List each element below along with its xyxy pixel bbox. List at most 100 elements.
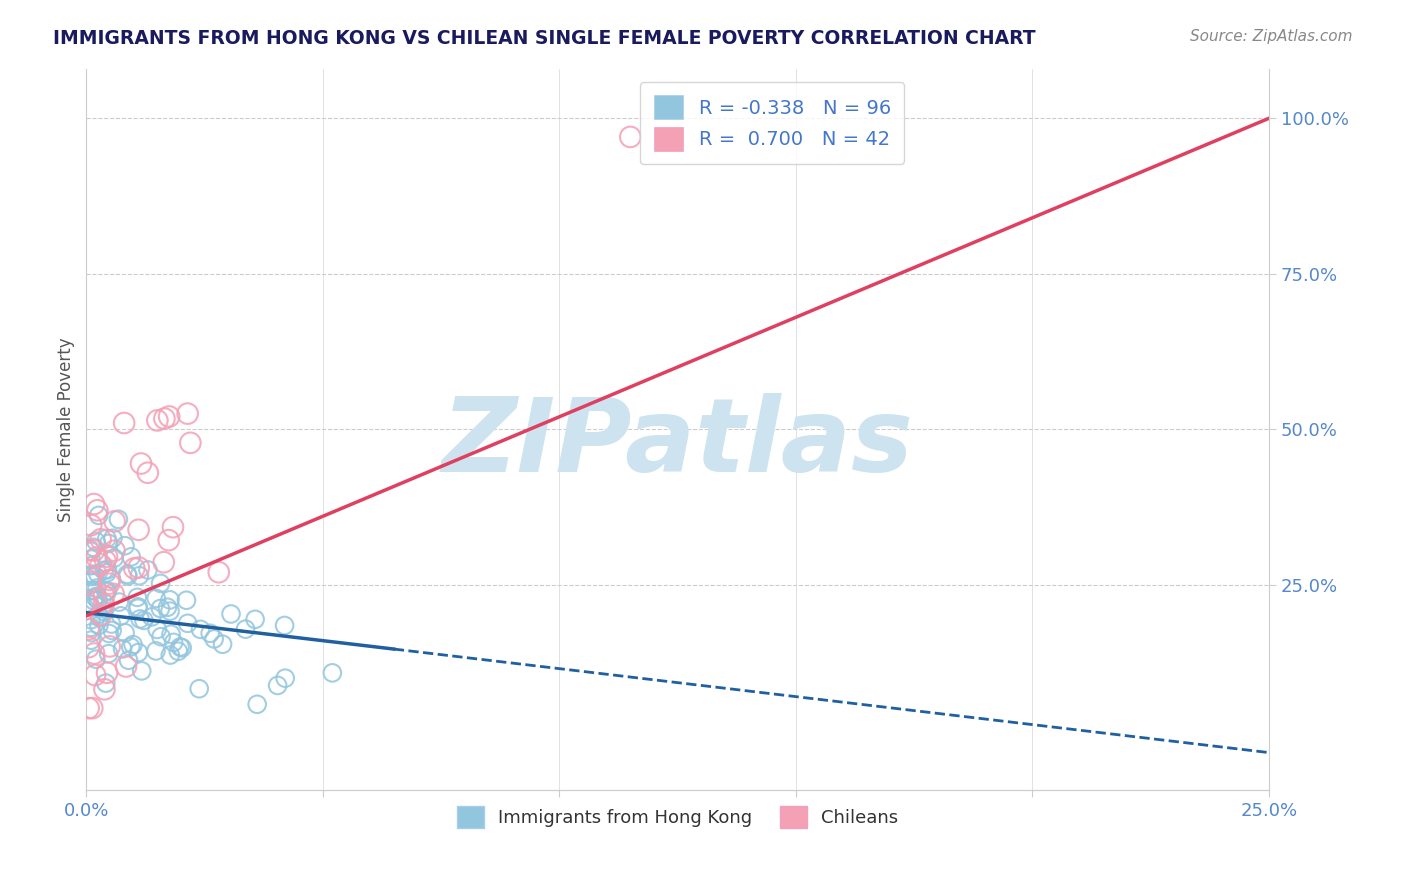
Point bbox=[90, 607, 112, 622]
Point bbox=[128, 560, 150, 574]
Point bbox=[80, 613, 103, 627]
Point bbox=[83, 541, 105, 555]
Point bbox=[120, 549, 142, 564]
Point bbox=[160, 627, 183, 641]
Point bbox=[127, 591, 149, 605]
Point bbox=[243, 612, 266, 626]
Point bbox=[157, 533, 180, 548]
Point bbox=[77, 701, 100, 715]
Point bbox=[162, 635, 184, 649]
Y-axis label: Single Female Poverty: Single Female Poverty bbox=[58, 337, 75, 522]
Point bbox=[273, 618, 295, 632]
Point bbox=[149, 576, 172, 591]
Point bbox=[110, 608, 132, 623]
Point bbox=[235, 622, 257, 636]
Point bbox=[100, 617, 122, 632]
Point bbox=[188, 681, 211, 696]
Point bbox=[132, 614, 155, 628]
Point bbox=[131, 664, 153, 678]
Point bbox=[94, 676, 117, 690]
Point bbox=[80, 544, 103, 558]
Point bbox=[84, 534, 107, 549]
Point bbox=[80, 583, 103, 598]
Point bbox=[86, 503, 108, 517]
Text: ZIPatlas: ZIPatlas bbox=[441, 393, 914, 494]
Point bbox=[152, 555, 174, 569]
Text: Source: ZipAtlas.com: Source: ZipAtlas.com bbox=[1189, 29, 1353, 45]
Point bbox=[80, 558, 103, 573]
Point bbox=[96, 566, 118, 580]
Point bbox=[84, 652, 107, 666]
Point bbox=[83, 569, 105, 583]
Point bbox=[96, 549, 118, 564]
Point bbox=[80, 552, 103, 566]
Point bbox=[150, 630, 173, 644]
Point bbox=[77, 622, 100, 636]
Point bbox=[157, 409, 180, 424]
Point bbox=[127, 601, 149, 615]
Point bbox=[87, 593, 110, 607]
Point bbox=[190, 623, 212, 637]
Point bbox=[93, 563, 115, 577]
Point bbox=[96, 532, 118, 546]
Point bbox=[87, 508, 110, 523]
Point bbox=[120, 640, 142, 654]
Point bbox=[103, 587, 125, 601]
Point bbox=[211, 637, 233, 651]
Point bbox=[97, 647, 120, 661]
Point bbox=[83, 647, 105, 661]
Point bbox=[90, 533, 112, 547]
Point bbox=[114, 625, 136, 640]
Point bbox=[111, 641, 134, 656]
Point bbox=[101, 624, 124, 638]
Point bbox=[80, 625, 103, 640]
Point bbox=[83, 497, 105, 511]
Point bbox=[79, 574, 101, 589]
Point bbox=[136, 466, 159, 480]
Point bbox=[98, 640, 121, 654]
Point bbox=[198, 626, 221, 640]
Point bbox=[208, 566, 231, 580]
Point bbox=[124, 561, 146, 575]
Point bbox=[167, 644, 190, 658]
Legend: Immigrants from Hong Kong, Chileans: Immigrants from Hong Kong, Chileans bbox=[450, 798, 905, 835]
Point bbox=[149, 601, 172, 615]
Point bbox=[159, 604, 181, 618]
Point bbox=[84, 590, 107, 604]
Point bbox=[274, 671, 297, 685]
Point bbox=[177, 616, 200, 631]
Point bbox=[156, 600, 179, 615]
Point bbox=[127, 646, 149, 660]
Point bbox=[91, 604, 114, 618]
Point bbox=[145, 644, 167, 658]
Point bbox=[86, 581, 108, 595]
Point bbox=[82, 583, 104, 598]
Point bbox=[80, 518, 103, 533]
Point bbox=[162, 520, 184, 534]
Point bbox=[202, 632, 225, 646]
Point bbox=[108, 595, 131, 609]
Point bbox=[129, 457, 152, 471]
Point bbox=[145, 591, 167, 606]
Point bbox=[84, 668, 107, 682]
Point bbox=[80, 569, 103, 583]
Point bbox=[98, 576, 121, 591]
Point bbox=[114, 539, 136, 553]
Point bbox=[93, 597, 115, 611]
Point bbox=[83, 593, 105, 607]
Point bbox=[77, 543, 100, 558]
Point bbox=[98, 573, 121, 587]
Point bbox=[246, 698, 269, 712]
Point bbox=[176, 407, 198, 421]
Point bbox=[117, 569, 139, 583]
Point bbox=[93, 682, 115, 697]
Point bbox=[80, 600, 103, 615]
Point bbox=[80, 633, 103, 648]
Text: IMMIGRANTS FROM HONG KONG VS CHILEAN SINGLE FEMALE POVERTY CORRELATION CHART: IMMIGRANTS FROM HONG KONG VS CHILEAN SIN… bbox=[53, 29, 1036, 48]
Point bbox=[321, 665, 343, 680]
Point bbox=[90, 558, 112, 572]
Point bbox=[117, 567, 139, 582]
Point bbox=[129, 612, 152, 626]
Point bbox=[172, 640, 194, 655]
Point bbox=[179, 435, 201, 450]
